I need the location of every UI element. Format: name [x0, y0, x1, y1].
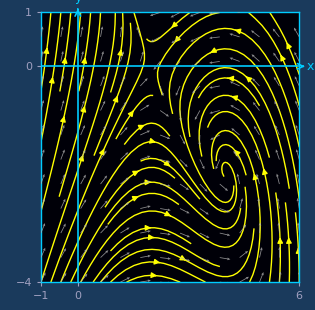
FancyArrowPatch shape	[61, 117, 65, 122]
FancyArrowPatch shape	[138, 126, 143, 130]
FancyArrowPatch shape	[210, 48, 216, 53]
FancyArrowPatch shape	[151, 273, 156, 277]
FancyArrowPatch shape	[79, 156, 83, 161]
FancyArrowPatch shape	[132, 197, 138, 201]
FancyArrowPatch shape	[113, 97, 117, 102]
FancyArrowPatch shape	[62, 58, 67, 63]
FancyArrowPatch shape	[100, 150, 104, 155]
FancyArrowPatch shape	[278, 239, 283, 243]
FancyArrowPatch shape	[129, 111, 133, 117]
FancyArrowPatch shape	[145, 226, 151, 230]
FancyArrowPatch shape	[81, 107, 85, 112]
FancyArrowPatch shape	[263, 170, 267, 175]
FancyArrowPatch shape	[180, 256, 185, 260]
Text: x: x	[306, 60, 314, 73]
FancyArrowPatch shape	[246, 77, 252, 82]
FancyArrowPatch shape	[145, 180, 151, 184]
FancyArrowPatch shape	[118, 50, 123, 55]
FancyArrowPatch shape	[287, 44, 291, 49]
FancyArrowPatch shape	[154, 259, 160, 264]
Text: y: y	[74, 0, 82, 4]
FancyArrowPatch shape	[227, 76, 233, 81]
FancyArrowPatch shape	[287, 239, 291, 243]
FancyArrowPatch shape	[281, 56, 285, 61]
FancyArrowPatch shape	[235, 29, 241, 33]
FancyArrowPatch shape	[164, 161, 169, 166]
FancyArrowPatch shape	[150, 139, 155, 143]
FancyArrowPatch shape	[235, 151, 240, 156]
FancyArrowPatch shape	[44, 49, 49, 53]
FancyArrowPatch shape	[165, 211, 170, 216]
FancyArrowPatch shape	[175, 37, 180, 42]
FancyArrowPatch shape	[253, 175, 258, 179]
FancyArrowPatch shape	[172, 22, 177, 27]
FancyArrowPatch shape	[296, 249, 301, 253]
FancyArrowPatch shape	[49, 78, 54, 83]
FancyArrowPatch shape	[231, 96, 238, 100]
FancyArrowPatch shape	[148, 235, 154, 239]
FancyArrowPatch shape	[133, 171, 139, 175]
FancyArrowPatch shape	[82, 58, 87, 63]
